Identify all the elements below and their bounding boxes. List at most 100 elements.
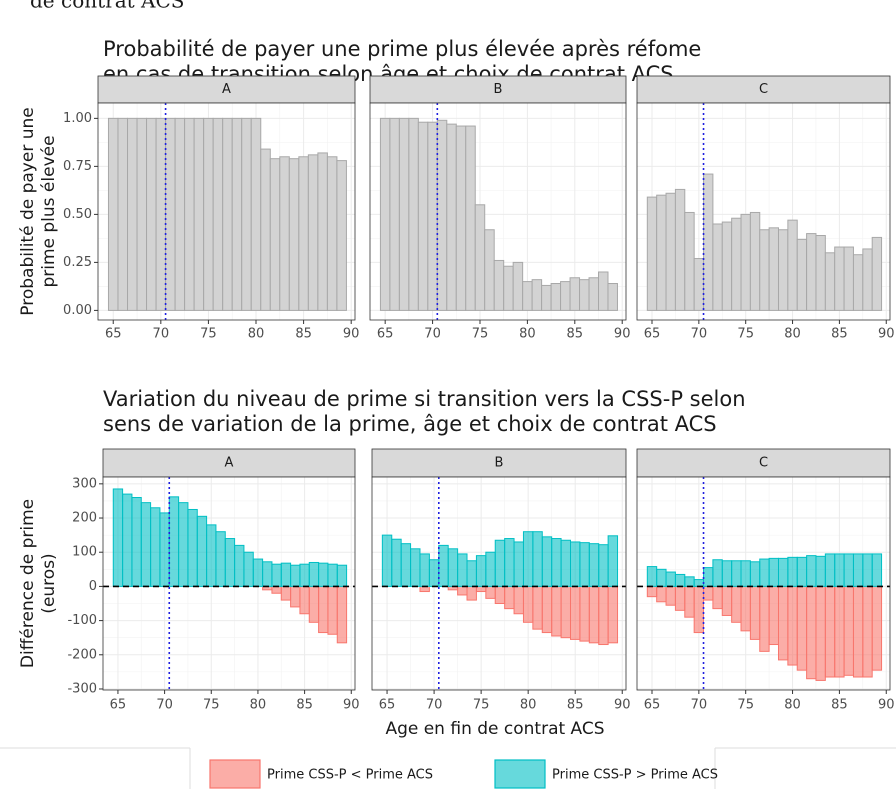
bar — [475, 555, 487, 587]
bar — [551, 585, 562, 637]
bar — [843, 553, 854, 587]
x-tick-label: 65 — [110, 698, 127, 713]
x-tick-label: 65 — [377, 327, 394, 342]
bar — [721, 585, 733, 616]
bar — [203, 117, 214, 311]
bar — [712, 559, 723, 587]
bar — [465, 125, 476, 311]
x-tick-label: 90 — [878, 698, 895, 713]
bar — [112, 488, 124, 587]
bar — [579, 542, 590, 587]
x-tick-label: 80 — [784, 327, 801, 342]
x-tick-label: 75 — [737, 327, 754, 342]
bar — [159, 512, 170, 587]
bar — [381, 534, 393, 587]
bar — [212, 117, 224, 311]
bar — [389, 117, 400, 311]
bar — [107, 117, 119, 311]
bar — [318, 562, 329, 587]
bar — [712, 223, 723, 311]
panel-border — [102, 476, 356, 691]
bar — [532, 531, 543, 587]
x-tick-label: 70 — [156, 698, 173, 713]
bar — [136, 117, 148, 311]
y-tick-label: -200 — [67, 647, 97, 662]
x-tick-label: 85 — [831, 327, 848, 342]
x-tick-label: 70 — [426, 698, 443, 713]
y-tick-label: -300 — [67, 681, 97, 696]
bar — [824, 585, 836, 678]
x-tick-label: 80 — [519, 327, 536, 342]
x-tick-label: 80 — [250, 698, 267, 713]
bar — [749, 585, 761, 640]
bar — [493, 259, 505, 311]
bar — [607, 535, 619, 587]
bar — [588, 585, 600, 644]
strip-label: C — [759, 82, 768, 97]
y-tick-label: 0.00 — [63, 303, 92, 318]
bar — [871, 553, 883, 587]
bar — [703, 585, 714, 601]
bar — [260, 148, 271, 311]
bar — [484, 229, 495, 311]
x-tick-label: 85 — [831, 698, 848, 713]
x-tick-label: 70 — [691, 327, 708, 342]
x-tick-label: 65 — [379, 698, 396, 713]
y-tick-label: 0.75 — [63, 159, 92, 174]
legend-label: Prime CSS-P > Prime ACS — [552, 768, 718, 783]
bar — [796, 585, 808, 671]
bar — [131, 497, 142, 587]
bar — [768, 557, 779, 587]
bar — [693, 585, 705, 634]
y-tick-label: 0.25 — [63, 255, 92, 270]
bar — [457, 585, 468, 596]
bar — [740, 560, 751, 587]
header-fragment: de contrat ACS — [30, 0, 184, 13]
bar — [598, 544, 609, 587]
bar — [560, 585, 571, 639]
bar — [560, 281, 571, 311]
x-tick-label: 70 — [424, 327, 441, 342]
bar — [513, 585, 524, 615]
bar — [588, 543, 600, 587]
bar — [447, 548, 459, 587]
x-tick-label: 90 — [614, 698, 631, 713]
bar — [336, 564, 348, 587]
bar — [607, 585, 619, 644]
strip — [369, 75, 627, 104]
bar — [852, 553, 864, 587]
bar — [398, 117, 410, 311]
bar — [674, 585, 686, 611]
bar — [485, 585, 496, 599]
bar — [646, 196, 658, 311]
bar — [299, 585, 310, 615]
bar — [288, 158, 300, 311]
bar — [862, 553, 873, 587]
bar — [824, 553, 836, 587]
bar — [231, 117, 243, 311]
legend-swatch — [494, 759, 546, 789]
bar — [843, 246, 854, 311]
bar — [174, 117, 186, 311]
bar — [656, 585, 667, 603]
bar — [796, 556, 808, 587]
y-axis-label: Probabilité de payer une — [18, 107, 38, 315]
y-tick-label: 1.00 — [63, 111, 92, 126]
bar — [569, 541, 581, 587]
bar — [279, 156, 290, 311]
bar — [598, 271, 609, 311]
bar — [674, 573, 686, 587]
bar — [721, 221, 733, 311]
bar — [579, 585, 590, 642]
bar — [485, 551, 496, 587]
bar — [494, 585, 506, 605]
strip-label: A — [222, 82, 231, 97]
bar — [768, 227, 779, 311]
bar — [513, 541, 524, 587]
bar — [607, 283, 618, 311]
strip-label: B — [494, 82, 503, 97]
bar — [665, 192, 676, 311]
bar — [768, 585, 779, 646]
bar — [787, 585, 798, 666]
bar — [336, 585, 348, 644]
